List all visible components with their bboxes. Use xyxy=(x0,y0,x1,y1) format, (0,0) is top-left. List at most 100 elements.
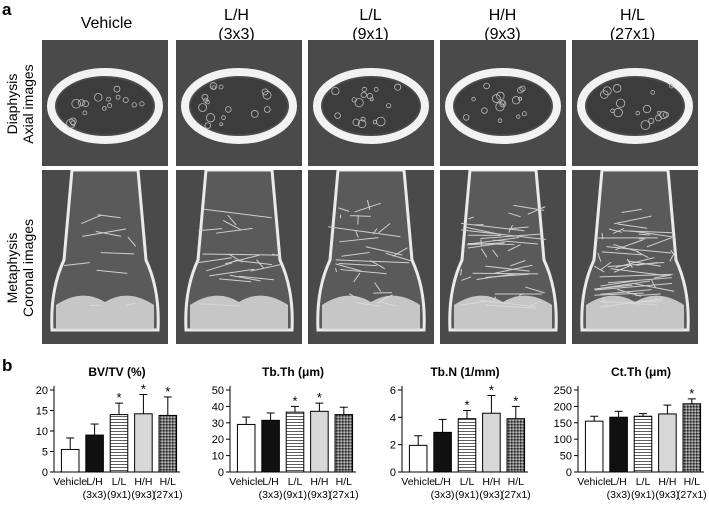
coronal-ct-image xyxy=(440,170,566,344)
y-tick-label: 6 xyxy=(390,385,396,397)
x-tick-label: Vehicle xyxy=(229,476,263,488)
error-bar xyxy=(164,397,172,415)
bar xyxy=(61,449,79,472)
bar xyxy=(135,414,153,472)
error-bar xyxy=(340,407,348,414)
row-label-diaphysis: Diaphysis Axial images xyxy=(4,24,36,184)
x-tick-label: H/H(9x3) xyxy=(655,476,679,501)
chart-title: Tb.N (1/mm) xyxy=(430,365,499,379)
bar xyxy=(507,419,525,472)
bar xyxy=(159,415,177,472)
x-tick-label: L/L(9x1) xyxy=(283,476,307,501)
y-tick-label: 50 xyxy=(560,451,572,463)
y-tick-label: 100 xyxy=(554,434,572,446)
y-tick-label: 50 xyxy=(212,385,224,397)
x-tick-label: Vehicle xyxy=(401,476,435,488)
x-tick-label: L/L(9x1) xyxy=(455,476,479,501)
error-bar xyxy=(267,413,275,420)
chart-title: Tb.Th (μm) xyxy=(262,365,324,379)
y-tick-label: 30 xyxy=(212,418,224,430)
axial-ct-image xyxy=(572,40,698,166)
error-bar xyxy=(139,395,147,414)
y-tick-label: 15 xyxy=(36,406,48,418)
significance-star: * xyxy=(165,384,170,399)
y-tick-label: 0 xyxy=(218,467,224,479)
column-header-2: L/H (3x3) xyxy=(174,6,299,44)
y-tick-label: 150 xyxy=(554,418,572,430)
x-tick-label: L/H(3x3) xyxy=(431,476,455,501)
axial-ct-image xyxy=(176,40,302,166)
bar xyxy=(634,416,652,472)
bar xyxy=(434,432,452,472)
significance-star: * xyxy=(689,386,694,401)
bar xyxy=(110,415,128,472)
x-tick-label: Vehicle xyxy=(53,476,87,488)
bar xyxy=(659,414,677,472)
x-tick-label: L/L(9x1) xyxy=(631,476,655,501)
coronal-ct-image xyxy=(176,170,302,344)
error-bar xyxy=(487,395,495,413)
error-bar xyxy=(590,416,598,421)
error-bar xyxy=(663,405,671,414)
bar xyxy=(683,404,701,472)
significance-star: * xyxy=(116,390,121,405)
bar xyxy=(311,411,329,472)
axial-ct-image xyxy=(440,40,566,166)
bar xyxy=(610,417,628,472)
significance-star: * xyxy=(141,382,146,397)
bar xyxy=(335,415,353,472)
y-tick-label: 0 xyxy=(390,467,396,479)
error-bar xyxy=(414,436,422,446)
bar xyxy=(409,445,427,472)
column-header-3: L/L (9x1) xyxy=(308,6,433,44)
chart-title: Ct.Th (μm) xyxy=(611,365,671,379)
column-header-4: H/H (9x3) xyxy=(440,6,565,44)
y-tick-label: 20 xyxy=(36,385,48,397)
x-tick-label: Vehicle xyxy=(577,476,611,488)
bar xyxy=(262,420,280,472)
significance-star: * xyxy=(513,393,518,408)
bar xyxy=(585,421,603,472)
axial-ct-image xyxy=(308,40,434,166)
coronal-ct-image xyxy=(308,170,434,344)
x-tick-label: H/L(27x1) xyxy=(153,476,183,501)
x-tick-label: H/H(9x3) xyxy=(479,476,503,501)
chart-title: BV/TV (%) xyxy=(88,365,145,379)
y-tick-label: 200 xyxy=(554,401,572,413)
error-bar xyxy=(242,417,250,424)
y-tick-label: 5 xyxy=(42,447,48,459)
coronal-ct-image xyxy=(572,170,698,344)
bar xyxy=(237,424,255,472)
coronal-ct-image xyxy=(42,170,168,344)
x-tick-label: H/H(9x3) xyxy=(131,476,155,501)
y-tick-label: 4 xyxy=(390,412,396,424)
x-tick-label: L/H(3x3) xyxy=(607,476,631,501)
x-tick-label: H/L(27x1) xyxy=(501,476,531,501)
y-tick-label: 0 xyxy=(42,467,48,479)
y-tick-label: 250 xyxy=(554,385,572,397)
significance-star: * xyxy=(292,393,297,408)
bar xyxy=(483,413,501,472)
x-tick-label: L/H(3x3) xyxy=(83,476,107,501)
x-tick-label: H/L(27x1) xyxy=(677,476,707,501)
significance-star: * xyxy=(464,398,469,413)
x-tick-label: H/L(27x1) xyxy=(329,476,359,501)
row-label-metaphysis: Metaphysis Coronal images xyxy=(4,188,36,348)
column-header-5: H/L (27x1) xyxy=(570,6,695,44)
panel-a-label: a xyxy=(2,0,11,20)
error-bar xyxy=(91,424,99,435)
y-tick-label: 10 xyxy=(212,451,224,463)
significance-star: * xyxy=(317,390,322,405)
y-tick-label: 40 xyxy=(212,401,224,413)
error-bar xyxy=(439,419,447,432)
error-bar xyxy=(66,438,74,449)
y-tick-label: 0 xyxy=(566,467,572,479)
x-tick-label: H/H(9x3) xyxy=(307,476,331,501)
y-tick-label: 2 xyxy=(390,440,396,452)
x-tick-label: L/L(9x1) xyxy=(107,476,131,501)
y-tick-label: 10 xyxy=(36,426,48,438)
